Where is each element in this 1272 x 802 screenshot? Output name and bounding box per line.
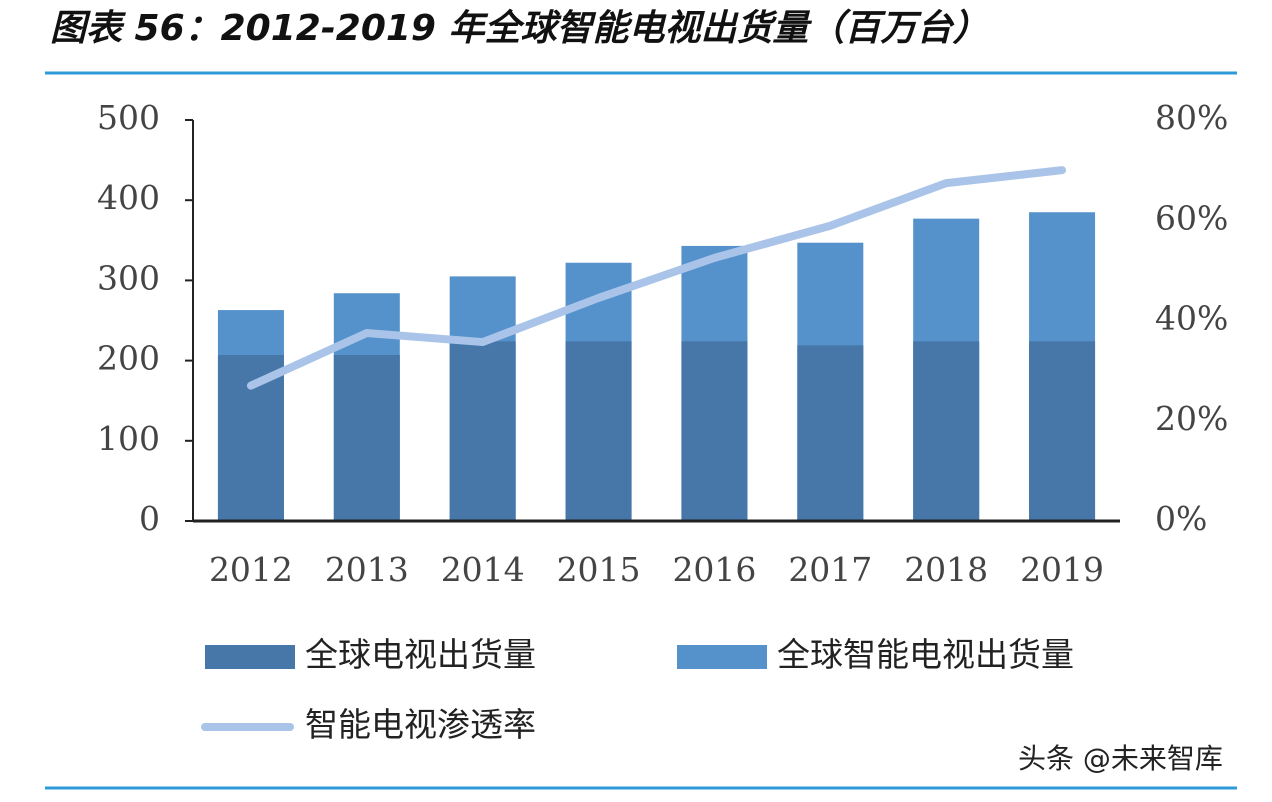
- x-tick-label: 2016: [672, 550, 756, 589]
- y2-tick-label: 80%: [1155, 98, 1228, 137]
- x-tick-label: 2012: [209, 550, 293, 589]
- bar: [449, 341, 516, 521]
- legend-swatch: [677, 645, 767, 669]
- y-tick-label: 0: [139, 499, 160, 538]
- y-tick-label: 500: [97, 98, 160, 137]
- x-tick-label: 2015: [557, 550, 641, 589]
- bar: [1029, 341, 1096, 521]
- y-tick-label: 300: [97, 258, 160, 297]
- bar: [565, 341, 632, 521]
- x-tick-label: 2014: [441, 550, 525, 589]
- bar: [217, 354, 284, 521]
- y2-tick-label: 20%: [1155, 399, 1228, 438]
- legend-label: 智能电视渗透率: [305, 705, 536, 744]
- x-tick-label: 2013: [325, 550, 409, 589]
- bar: [681, 341, 748, 521]
- y-tick-label: 400: [97, 178, 160, 217]
- x-tick-label: 2017: [788, 550, 872, 589]
- legend-label: 全球电视出货量: [305, 635, 536, 674]
- chart-title: 图表 56：2012-2019 年全球智能电视出货量（百万台）: [50, 8, 989, 49]
- bar: [333, 354, 400, 521]
- bar: [913, 341, 980, 521]
- y2-tick-label: 60%: [1155, 198, 1228, 237]
- y2-tick-label: 40%: [1155, 299, 1228, 338]
- legend-label: 全球智能电视出货量: [777, 635, 1074, 674]
- line: [246, 166, 1067, 390]
- bar: [797, 345, 864, 521]
- x-tick-label: 2019: [1020, 550, 1104, 589]
- watermark: 头条 @未来智库: [1018, 742, 1223, 775]
- legend-swatch: [205, 645, 295, 669]
- y2-tick-label: 0%: [1155, 499, 1207, 538]
- y-tick-label: 100: [97, 419, 160, 458]
- x-tick-label: 2018: [904, 550, 988, 589]
- y-tick-label: 200: [97, 339, 160, 378]
